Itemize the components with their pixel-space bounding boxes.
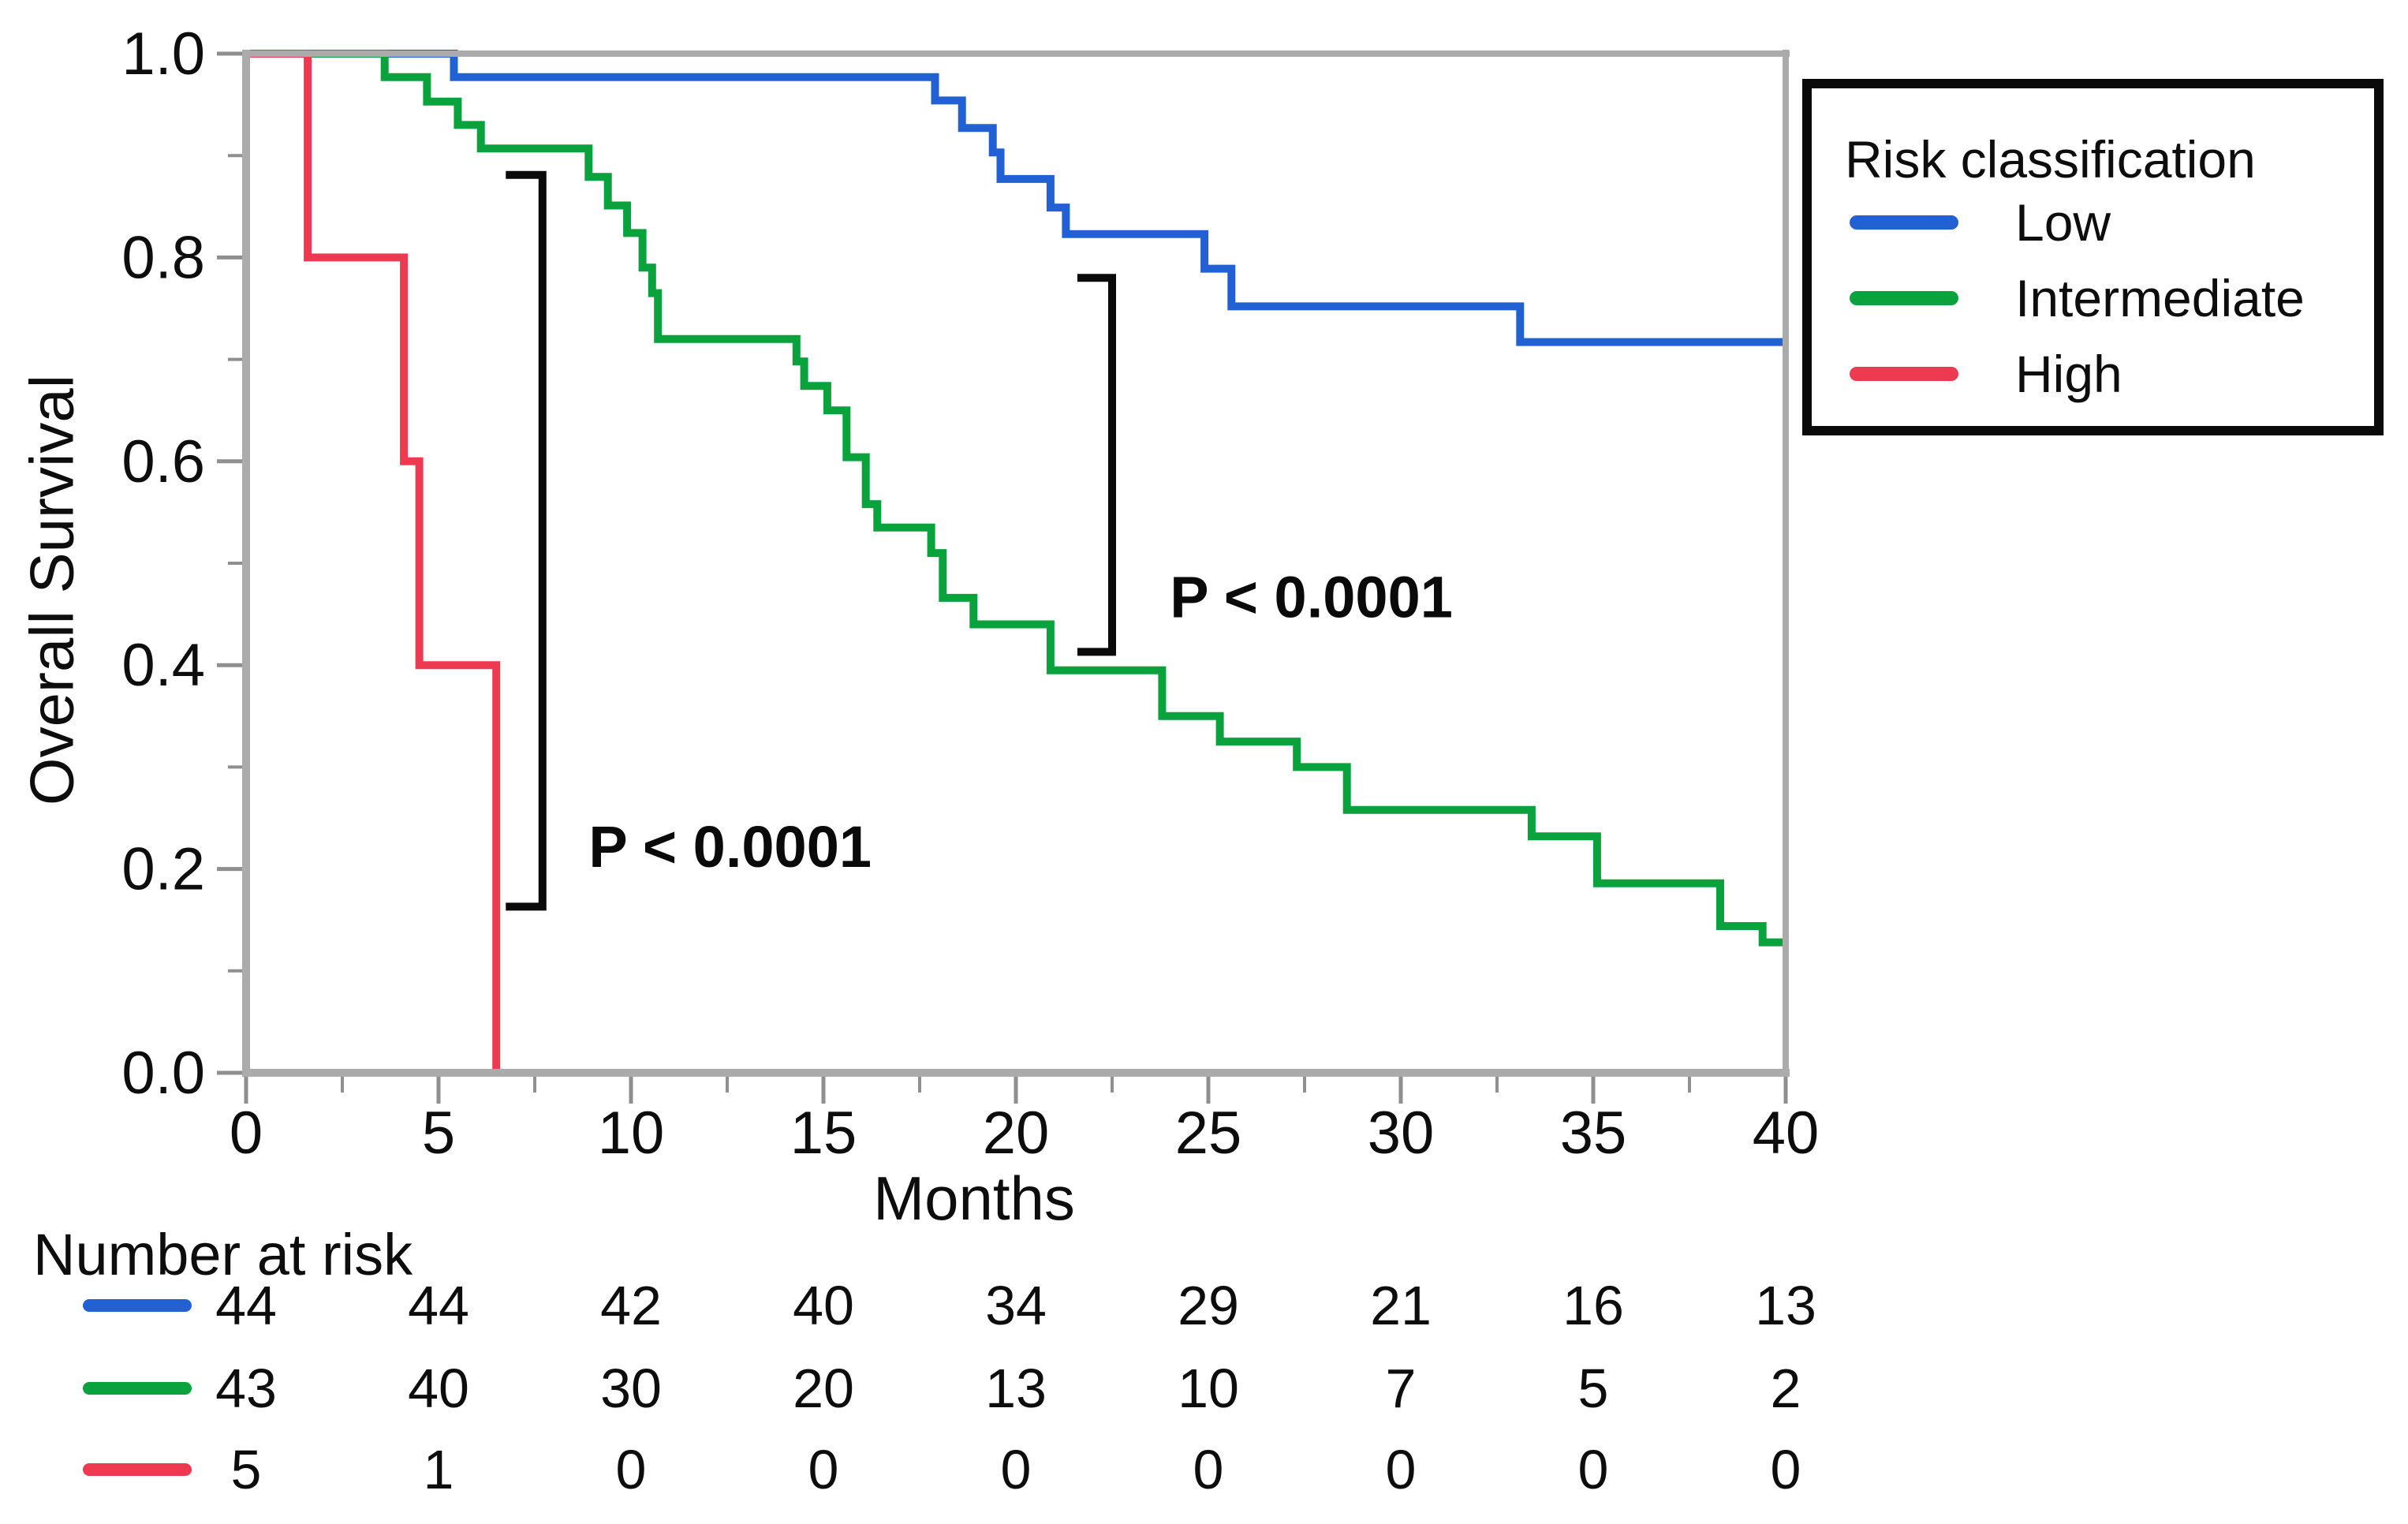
comparison-bracket-1 xyxy=(1077,274,1116,656)
at-risk-row-high: 5 1 0 0 0 0 0 0 0 xyxy=(0,1436,2408,1503)
at-risk-value: 44 xyxy=(215,1275,277,1336)
at-risk-value: 44 xyxy=(408,1275,469,1336)
x-tick-label: 15 xyxy=(790,1100,857,1167)
at-risk-value: 0 xyxy=(1385,1439,1417,1500)
at-risk-value: 30 xyxy=(600,1358,662,1419)
at-risk-value: 29 xyxy=(1178,1275,1239,1336)
at-risk-value: 34 xyxy=(985,1275,1047,1336)
legend-swatch-high-icon xyxy=(1850,367,1958,381)
at-risk-value: 5 xyxy=(1577,1358,1609,1419)
y-tick-label: 0.6 xyxy=(121,428,205,495)
at-risk-value: 0 xyxy=(1000,1439,1032,1500)
at-risk-value: 20 xyxy=(793,1358,854,1419)
x-tick-label: 10 xyxy=(598,1100,665,1167)
x-tick-label: 40 xyxy=(1753,1100,1820,1167)
at-risk-swatch-low-icon xyxy=(83,1299,192,1312)
at-risk-value: 7 xyxy=(1385,1358,1417,1419)
at-risk-value: 1 xyxy=(423,1439,454,1500)
comparison-bracket-0 xyxy=(506,170,547,911)
legend-label-high: High xyxy=(2015,345,2122,403)
at-risk-value: 2 xyxy=(1770,1358,1801,1419)
at-risk-value: 0 xyxy=(1193,1439,1224,1500)
at-risk-value: 40 xyxy=(793,1275,854,1336)
y-axis-title: Overall Survival xyxy=(17,374,87,806)
legend-item-low: Low xyxy=(1812,189,2374,256)
series-curve-intermediate xyxy=(246,50,1786,947)
at-risk-value: 21 xyxy=(1370,1275,1432,1336)
legend-item-high: High xyxy=(1812,341,2374,407)
x-tick-label: 25 xyxy=(1175,1100,1242,1167)
at-risk-value: 5 xyxy=(230,1439,262,1500)
at-risk-row-low: 44 44 42 40 34 29 21 16 13 xyxy=(0,1272,2408,1339)
at-risk-row-intermediate: 43 40 30 20 13 10 7 5 2 xyxy=(0,1355,2408,1421)
x-tick-label: 30 xyxy=(1368,1100,1435,1167)
at-risk-value: 40 xyxy=(408,1358,469,1419)
at-risk-value: 10 xyxy=(1178,1358,1239,1419)
legend-swatch-low-icon xyxy=(1850,215,1958,230)
at-risk-swatch-intermediate-icon xyxy=(83,1382,192,1395)
x-tick-label: 20 xyxy=(983,1100,1050,1167)
legend-item-intermediate: Intermediate xyxy=(1812,265,2374,331)
at-risk-value: 0 xyxy=(615,1439,647,1500)
x-tick-label: 35 xyxy=(1560,1100,1627,1167)
x-tick-label: 0 xyxy=(230,1100,263,1167)
series-curve-low xyxy=(246,50,1786,346)
x-axis-title: Months xyxy=(873,1164,1075,1233)
y-tick-label: 0.2 xyxy=(121,836,205,903)
y-tick-label: 1.0 xyxy=(121,21,205,88)
legend-label-intermediate: Intermediate xyxy=(2015,269,2305,327)
p-value-annotation-0: P < 0.0001 xyxy=(588,814,872,880)
at-risk-value: 0 xyxy=(1770,1439,1801,1500)
at-risk-value: 0 xyxy=(808,1439,839,1500)
at-risk-value: 43 xyxy=(215,1358,277,1419)
legend-title: Risk classification xyxy=(1845,130,2256,189)
at-risk-value: 13 xyxy=(1755,1275,1816,1336)
y-tick-label: 0.4 xyxy=(121,632,205,699)
at-risk-value: 42 xyxy=(600,1275,662,1336)
y-tick-label: 0.0 xyxy=(121,1040,205,1107)
legend: Risk classification Low Intermediate Hig… xyxy=(1802,79,2384,435)
legend-label-low: Low xyxy=(2015,193,2111,252)
at-risk-value: 16 xyxy=(1562,1275,1624,1336)
legend-swatch-intermediate-icon xyxy=(1850,291,1958,305)
at-risk-value: 13 xyxy=(985,1358,1047,1419)
at-risk-value: 0 xyxy=(1577,1439,1609,1500)
p-value-annotation-1: P < 0.0001 xyxy=(1170,565,1453,630)
series-curve-high xyxy=(246,50,501,1073)
at-risk-swatch-high-icon xyxy=(83,1463,192,1476)
y-tick-label: 0.8 xyxy=(121,224,205,291)
number-at-risk-title: Number at risk xyxy=(33,1222,413,1287)
x-tick-label: 5 xyxy=(422,1100,455,1167)
